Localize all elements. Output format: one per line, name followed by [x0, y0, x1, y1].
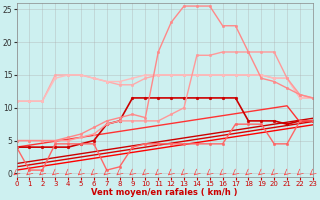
X-axis label: Vent moyen/en rafales ( km/h ): Vent moyen/en rafales ( km/h ) — [92, 188, 238, 197]
